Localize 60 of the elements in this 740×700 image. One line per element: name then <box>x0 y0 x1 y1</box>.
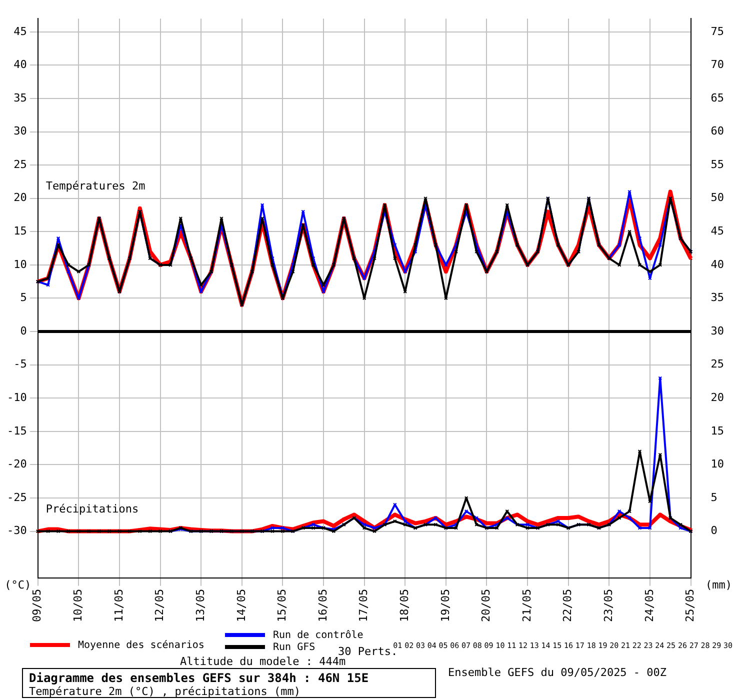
y-tick-label: -15 <box>6 424 27 438</box>
y2-tick-label: 10 <box>710 458 724 471</box>
y-axis-title: (°C) <box>4 578 32 592</box>
y-tick-label: 35 <box>14 91 27 104</box>
x-tick-label: 19/05 <box>438 588 452 622</box>
legend-label: Moyenne des scénarios <box>77 640 204 651</box>
x-tick-label: 23/05 <box>602 588 616 622</box>
y2-tick-label: 65 <box>710 91 724 104</box>
y-tick-label: 20 <box>14 191 27 204</box>
x-tick-label: 09/05 <box>30 588 44 622</box>
y-tick-label: -30 <box>6 524 27 538</box>
y-tick-label: -5 <box>14 358 27 371</box>
legend-label: Run de contrôle <box>272 630 364 641</box>
x-tick-label: 14/05 <box>234 588 248 622</box>
y-tick-label: 10 <box>14 258 27 271</box>
x-tick-label: 15/05 <box>276 588 289 622</box>
y-tick-label: 40 <box>14 58 27 72</box>
x-tick-label: 21/05 <box>520 588 534 622</box>
text: Diagramme des ensembles GEFS sur 384h : 46N 15E <box>29 671 370 685</box>
x-tick-label: 13/05 <box>194 588 207 622</box>
y2-tick-label: 5 <box>710 490 718 504</box>
y-tick-label: 45 <box>14 24 27 38</box>
x-tick-label: 22/05 <box>561 588 574 622</box>
y2-tick-label: 55 <box>710 158 724 171</box>
y2-tick-label: 30 <box>710 324 724 338</box>
x-tick-label: 17/05 <box>357 588 370 622</box>
y2-tick-label: 60 <box>710 124 724 138</box>
text: Ensemble GEFS du 09/05/2025 - 00Z <box>448 666 667 679</box>
text: Température 2m (°C) , précipitations (mm) <box>29 685 302 698</box>
y2-tick-label: 25 <box>710 358 724 371</box>
y-tick-label: 0 <box>20 324 27 338</box>
y2-tick-label: 70 <box>710 58 724 72</box>
y-tick-label: 5 <box>20 291 27 304</box>
y-tick-label: 15 <box>14 224 27 238</box>
y-tick-label: -25 <box>6 490 27 504</box>
y2-axis-title: (mm) <box>706 578 732 592</box>
y2-tick-label: 75 <box>710 24 724 38</box>
y-tick-label: -20 <box>6 458 27 471</box>
y2-tick-label: 45 <box>710 224 724 238</box>
y2-tick-label: 0 <box>710 524 718 538</box>
annotation: Précipitations <box>46 502 139 516</box>
y2-tick-label: 40 <box>710 258 724 271</box>
y2-tick-label: 35 <box>710 291 724 304</box>
y-tick-label: -10 <box>6 390 27 404</box>
y-tick-label: 25 <box>14 158 27 171</box>
x-tick-label: 25/05 <box>684 588 697 622</box>
x-tick-label: 20/05 <box>480 588 493 622</box>
y-tick-label: 30 <box>14 124 27 138</box>
x-tick-label: 24/05 <box>642 588 656 622</box>
y2-tick-label: 20 <box>710 390 724 404</box>
legend-label: Run GFS <box>272 642 316 653</box>
x-tick-label: 18/05 <box>398 588 411 622</box>
x-tick-label: 10/05 <box>72 588 85 622</box>
text: Altitude du modele : 444m <box>180 655 346 668</box>
x-tick-label: 11/05 <box>112 588 126 622</box>
x-tick-label: 12/05 <box>153 588 166 622</box>
y2-tick-label: 50 <box>710 191 724 204</box>
x-tick-label: 16/05 <box>316 588 330 622</box>
annotation: Températures 2m <box>46 179 146 192</box>
y2-tick-label: 15 <box>710 424 724 438</box>
